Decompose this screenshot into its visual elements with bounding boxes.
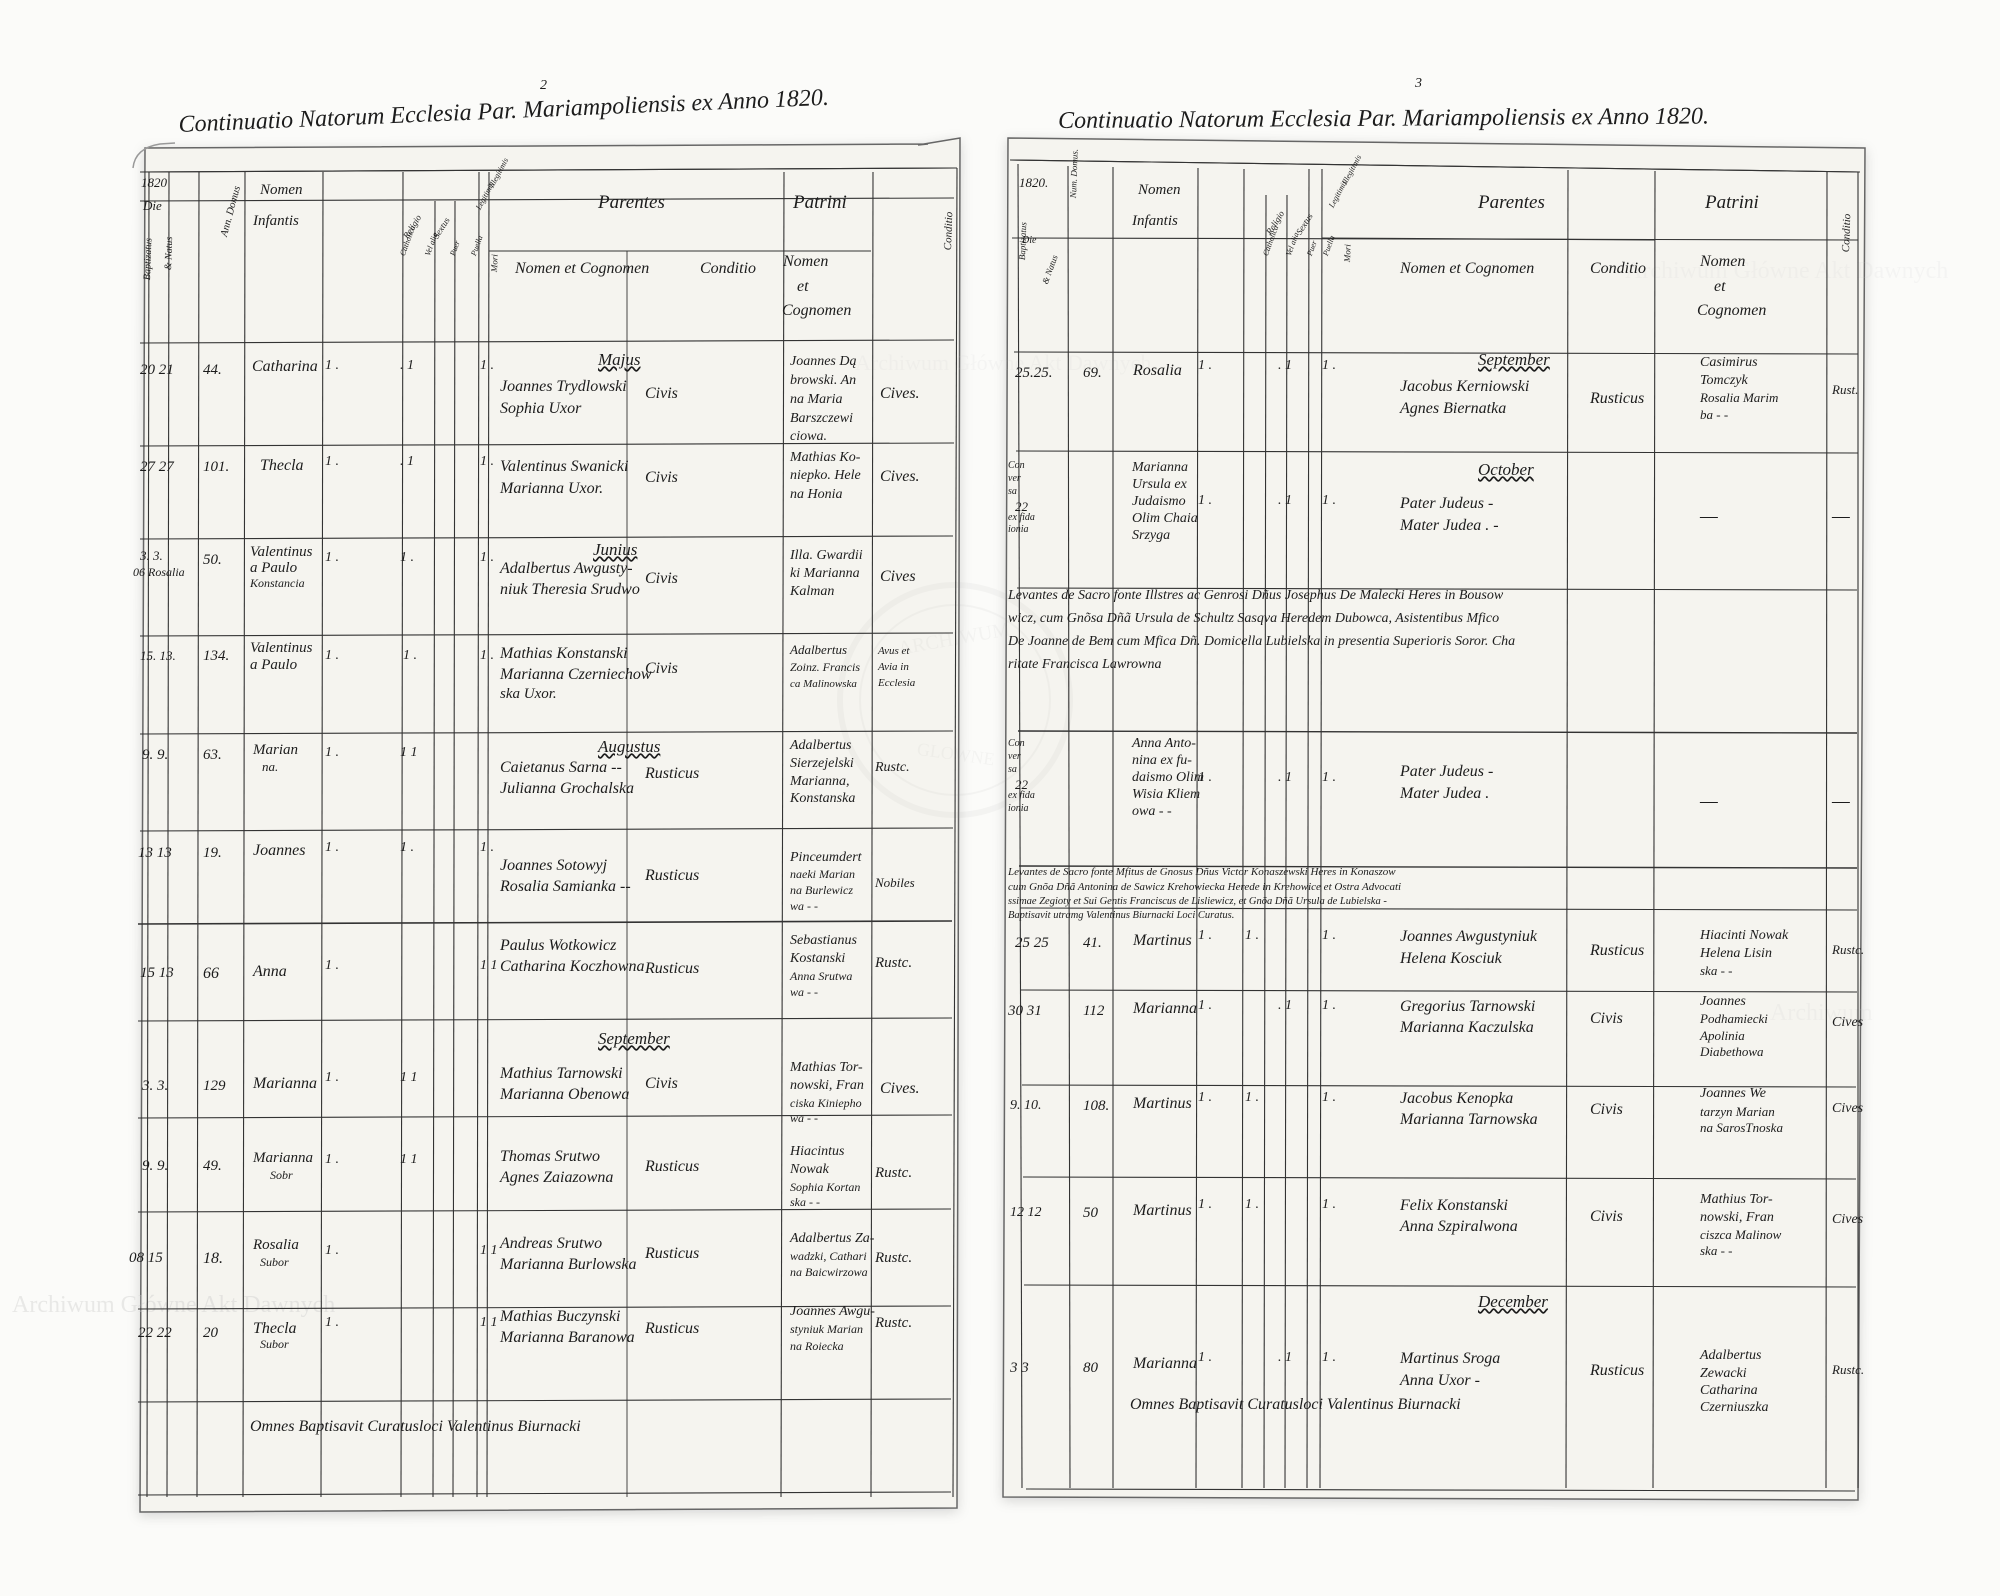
svg-text:Archiwum Główne Akt Dawnych: Archiwum Główne Akt Dawnych bbox=[1625, 258, 1948, 284]
svg-text:Archiwum Główne Akt Dawnych: Archiwum Główne Akt Dawnych bbox=[12, 1292, 335, 1318]
svg-text:Archiwum Główne Akt Dawnych: Archiwum Główne Akt Dawnych bbox=[855, 350, 1151, 375]
